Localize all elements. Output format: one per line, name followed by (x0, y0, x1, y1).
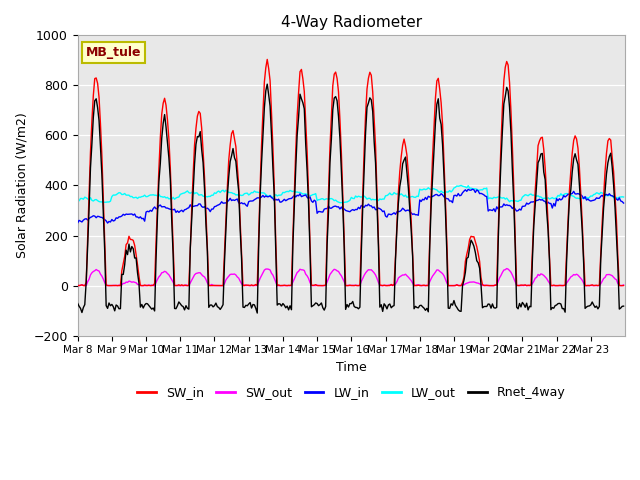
Title: 4-Way Radiometer: 4-Way Radiometer (281, 15, 422, 30)
Y-axis label: Solar Radiation (W/m2): Solar Radiation (W/m2) (15, 113, 28, 258)
Text: MB_tule: MB_tule (86, 46, 141, 59)
X-axis label: Time: Time (336, 361, 367, 374)
Legend: SW_in, SW_out, LW_in, LW_out, Rnet_4way: SW_in, SW_out, LW_in, LW_out, Rnet_4way (132, 382, 570, 405)
